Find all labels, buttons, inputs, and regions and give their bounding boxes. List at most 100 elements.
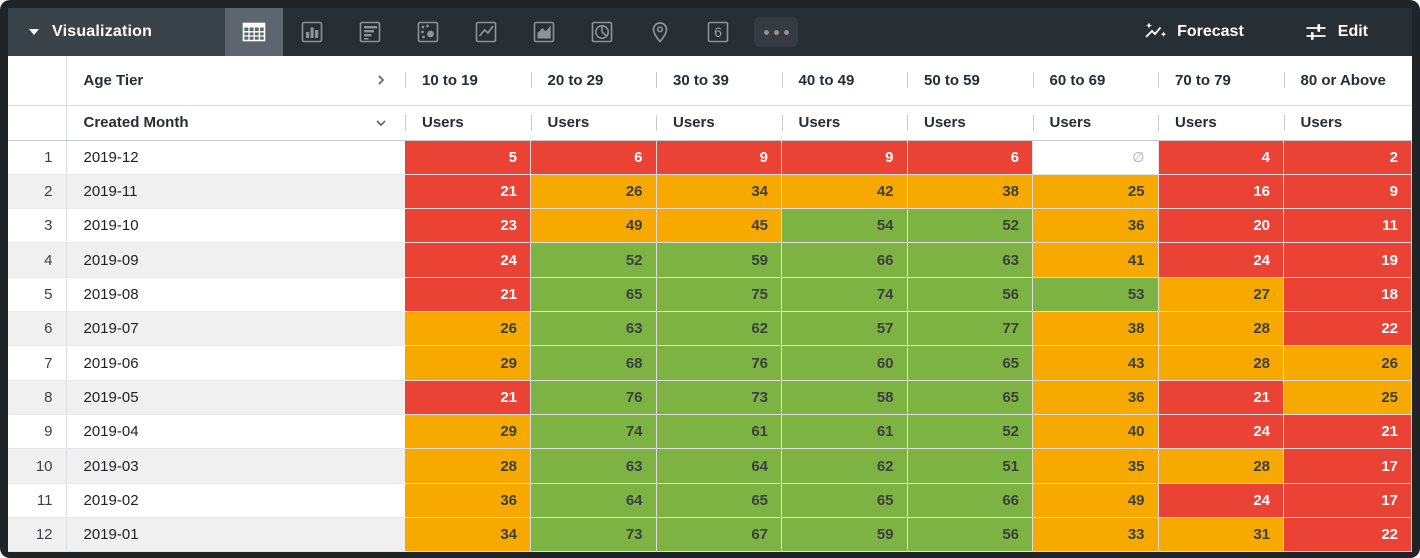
measure-header[interactable]: Users: [405, 105, 531, 141]
data-cell[interactable]: 57: [781, 311, 908, 347]
data-cell[interactable]: 61: [781, 414, 908, 450]
data-cell[interactable]: 52: [530, 242, 657, 278]
data-cell[interactable]: 21: [405, 174, 531, 210]
data-cell[interactable]: 29: [405, 414, 531, 450]
data-cell[interactable]: 21: [405, 277, 531, 313]
data-cell[interactable]: 18: [1283, 277, 1412, 313]
measure-header[interactable]: Users: [907, 105, 1033, 141]
row-label-month[interactable]: 2019-06: [66, 345, 405, 381]
data-cell[interactable]: 6: [530, 140, 657, 175]
data-cell[interactable]: 66: [907, 483, 1033, 519]
viz-type-map-button[interactable]: [631, 8, 689, 56]
measure-header[interactable]: Users: [1158, 105, 1284, 141]
row-label-month[interactable]: 2019-09: [66, 242, 405, 278]
measure-header[interactable]: Users: [530, 105, 656, 141]
data-cell[interactable]: 22: [1283, 311, 1412, 347]
pivot-column-header[interactable]: 80 or Above: [1283, 56, 1412, 106]
data-cell[interactable]: 58: [781, 380, 908, 416]
data-cell[interactable]: 17: [1283, 483, 1412, 519]
data-cell[interactable]: 64: [530, 483, 657, 519]
data-cell[interactable]: 21: [405, 380, 531, 416]
data-cell[interactable]: 28: [1158, 448, 1284, 484]
data-cell[interactable]: 34: [405, 517, 531, 552]
data-cell[interactable]: 25: [1283, 380, 1412, 416]
data-cell[interactable]: 52: [907, 414, 1033, 450]
measure-header[interactable]: Users: [1032, 105, 1158, 141]
data-cell[interactable]: 64: [656, 448, 782, 484]
visualization-panel-toggle[interactable]: Visualization: [8, 8, 225, 56]
data-cell[interactable]: 65: [907, 380, 1033, 416]
data-cell[interactable]: 31: [1158, 517, 1284, 552]
data-cell[interactable]: 17: [1283, 448, 1412, 484]
data-cell[interactable]: 29: [405, 345, 531, 381]
row-label-month[interactable]: 2019-01: [66, 517, 405, 552]
data-cell[interactable]: 22: [1283, 517, 1412, 552]
data-cell[interactable]: 28: [1158, 311, 1284, 347]
data-cell[interactable]: 68: [530, 345, 657, 381]
data-cell[interactable]: 61: [656, 414, 782, 450]
row-label-month[interactable]: 2019-03: [66, 448, 405, 484]
data-cell[interactable]: 77: [907, 311, 1033, 347]
viz-type-line-chart-button[interactable]: [457, 8, 515, 56]
data-cell[interactable]: 63: [530, 311, 657, 347]
data-cell[interactable]: 49: [1032, 483, 1159, 519]
data-cell[interactable]: 63: [530, 448, 657, 484]
data-cell[interactable]: 73: [530, 517, 657, 552]
data-cell[interactable]: 62: [781, 448, 908, 484]
data-cell[interactable]: 9: [656, 140, 782, 175]
data-cell[interactable]: 11: [1283, 208, 1412, 244]
data-cell[interactable]: 63: [907, 242, 1033, 278]
data-cell[interactable]: 56: [907, 277, 1033, 313]
data-cell[interactable]: 21: [1283, 414, 1412, 450]
viz-type-column-chart-button[interactable]: [283, 8, 341, 56]
data-cell[interactable]: 2: [1283, 140, 1412, 175]
viz-type-area-chart-button[interactable]: [515, 8, 573, 56]
data-cell[interactable]: 43: [1032, 345, 1159, 381]
pivot-column-header[interactable]: 10 to 19: [405, 56, 531, 106]
data-cell[interactable]: 20: [1158, 208, 1284, 244]
data-cell[interactable]: 21: [1158, 380, 1284, 416]
row-label-month[interactable]: 2019-07: [66, 311, 405, 347]
data-cell[interactable]: 49: [530, 208, 657, 244]
data-cell[interactable]: 4: [1158, 140, 1284, 175]
data-cell[interactable]: 42: [781, 174, 908, 210]
data-cell[interactable]: 59: [781, 517, 908, 552]
data-cell[interactable]: 38: [1032, 311, 1159, 347]
data-cell[interactable]: 36: [1032, 380, 1159, 416]
data-cell[interactable]: 60: [781, 345, 908, 381]
data-cell[interactable]: 53: [1032, 277, 1159, 313]
data-cell[interactable]: 24: [1158, 414, 1284, 450]
pivot-field-header[interactable]: Age Tier: [66, 56, 405, 106]
data-cell[interactable]: 9: [781, 140, 908, 175]
pivot-column-header[interactable]: 50 to 59: [907, 56, 1033, 106]
data-cell[interactable]: 6: [907, 140, 1033, 175]
measure-header[interactable]: Users: [656, 105, 782, 141]
data-cell[interactable]: 36: [405, 483, 531, 519]
data-cell[interactable]: 24: [1158, 483, 1284, 519]
data-cell[interactable]: 65: [781, 483, 908, 519]
data-cell[interactable]: ∅: [1032, 139, 1159, 175]
data-cell[interactable]: 9: [1283, 174, 1412, 210]
data-cell[interactable]: 65: [656, 483, 782, 519]
row-label-month[interactable]: 2019-08: [66, 277, 405, 313]
data-cell[interactable]: 76: [656, 345, 782, 381]
data-cell[interactable]: 24: [405, 242, 531, 278]
data-cell[interactable]: 65: [907, 345, 1033, 381]
data-cell[interactable]: 45: [656, 208, 782, 244]
chevron-down-icon[interactable]: [373, 115, 389, 131]
viz-type-pie-chart-button[interactable]: [573, 8, 631, 56]
data-cell[interactable]: 34: [656, 174, 782, 210]
viz-type-more-button[interactable]: [747, 8, 805, 56]
data-cell[interactable]: 28: [1158, 345, 1284, 381]
data-cell[interactable]: 51: [907, 448, 1033, 484]
measure-header[interactable]: Users: [781, 105, 907, 141]
data-cell[interactable]: 28: [405, 448, 531, 484]
viz-type-single-value-button[interactable]: 6: [689, 8, 747, 56]
data-cell[interactable]: 65: [530, 277, 657, 313]
data-cell[interactable]: 54: [781, 208, 908, 244]
data-cell[interactable]: 35: [1032, 448, 1159, 484]
data-cell[interactable]: 73: [656, 380, 782, 416]
measure-header[interactable]: Users: [1283, 105, 1412, 141]
edit-button[interactable]: Edit: [1298, 20, 1374, 44]
forecast-button[interactable]: Forecast: [1137, 20, 1250, 44]
